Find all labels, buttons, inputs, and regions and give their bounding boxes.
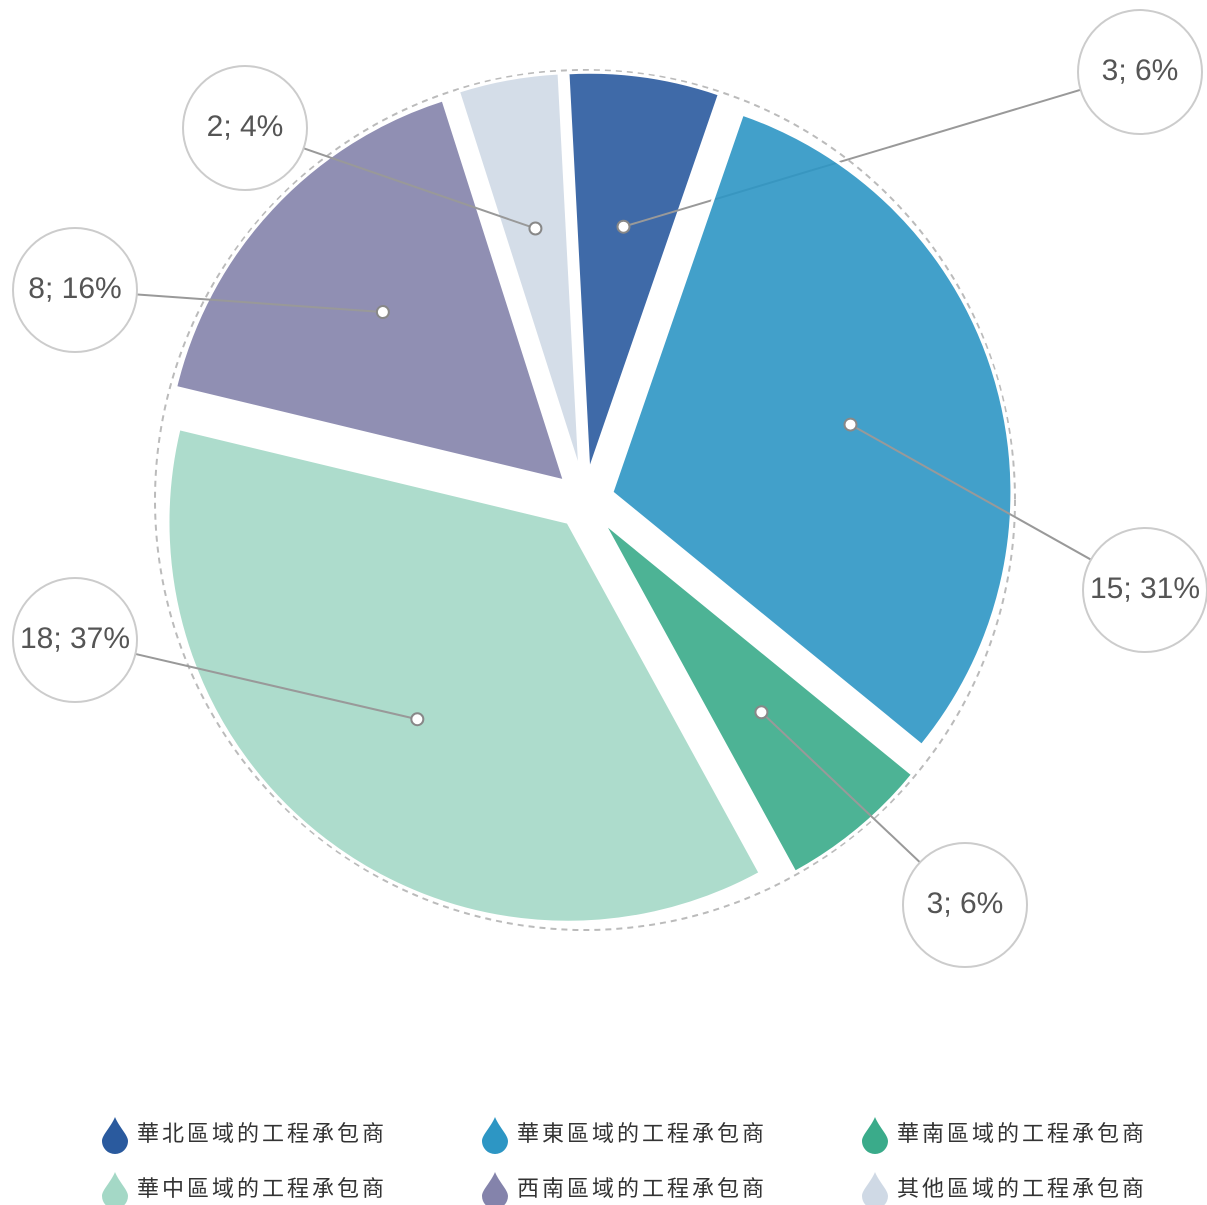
pie-slice [456,71,582,473]
legend-label: 華南區域的工程承包商 [897,1122,1147,1147]
legend-swatch [482,1117,508,1154]
data-label: 3; 6% [927,887,1004,920]
callout-circle [12,227,138,353]
data-label: 3; 6% [1102,54,1179,87]
callout-line [623,71,1141,228]
outer-ring [154,69,1016,931]
legend-swatch [102,1117,128,1154]
callout-dot [528,221,543,236]
legend-label: 華中區域的工程承包商 [137,1177,387,1202]
callout-circle [1082,527,1207,653]
legend-swatch [862,1117,888,1154]
pie-slice [166,426,763,924]
data-label: 15; 31% [1090,572,1200,605]
pie-slice [601,520,915,875]
callout-dot [616,219,631,234]
pie-slice [173,97,567,484]
data-label: 18; 37% [20,622,130,655]
callout-dot [375,305,390,320]
data-label: 8; 16% [28,272,121,305]
callout-circle [902,842,1028,968]
data-label: 2; 4% [207,110,284,143]
callout-circle [12,577,138,703]
legend-label: 華北區域的工程承包商 [137,1122,387,1147]
callout-circle [182,65,308,191]
legend-swatch [102,1172,128,1205]
legend-swatch [862,1172,888,1205]
legend-label: 西南區域的工程承包商 [517,1177,767,1202]
callout-circle [1077,9,1203,135]
legend-label: 其他區域的工程承包商 [897,1177,1147,1202]
legend-swatch [482,1172,508,1205]
pie-slice [610,112,1014,748]
callout-dot [843,417,858,432]
pie-slice [566,70,722,473]
legend-label: 華東區域的工程承包商 [517,1122,767,1147]
callout-dot [410,712,425,727]
callout-dot [754,705,769,720]
